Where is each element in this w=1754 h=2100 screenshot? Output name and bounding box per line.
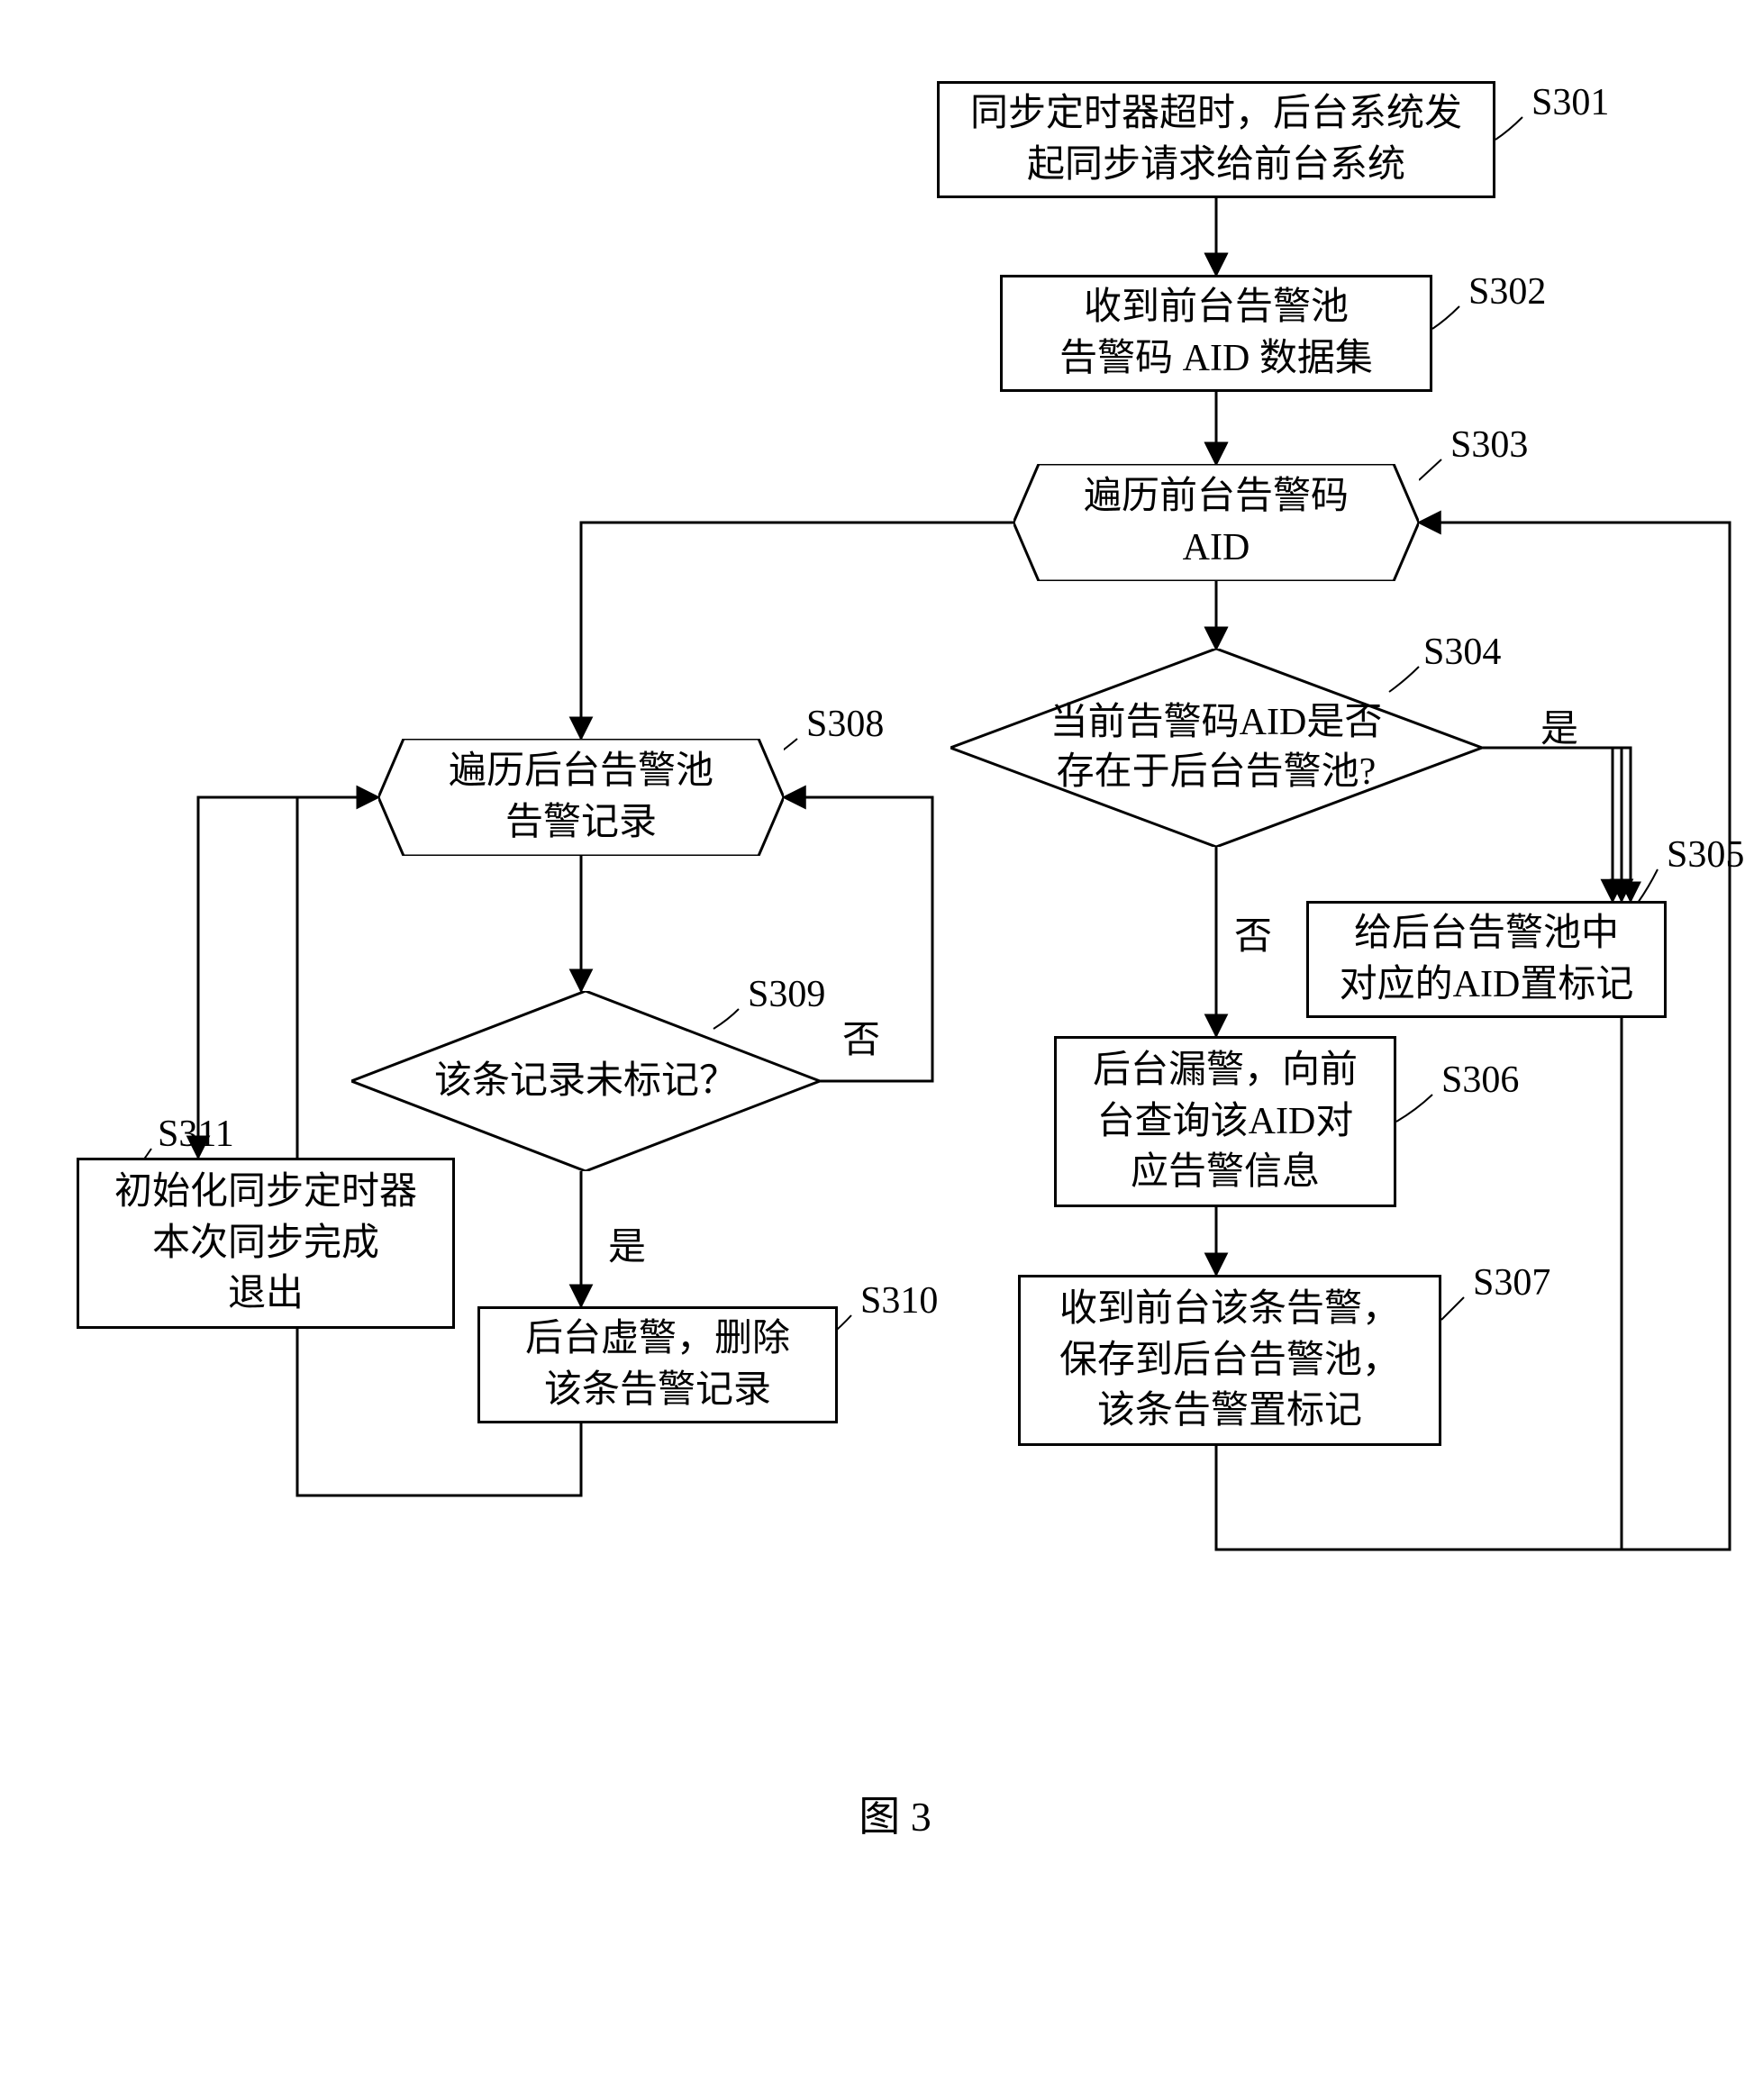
node-s306: 后台漏警，向前台查询该AID对应告警信息 <box>1054 1036 1396 1207</box>
label-yes-s309: 是 <box>608 1216 646 1271</box>
node-s306-text: 后台漏警，向前台查询该AID对应告警信息 <box>1093 1045 1358 1198</box>
node-s304-text: 当前告警码AID是否存在于后台告警池? <box>1050 698 1383 796</box>
label-s310: S310 <box>860 1279 938 1323</box>
label-s306: S306 <box>1441 1059 1519 1102</box>
node-s309-text: 该条记录未标记？ <box>434 1057 737 1106</box>
wires-main <box>18 18 1754 2082</box>
node-s310-text: 后台虚警，删除该条告警记录 <box>525 1314 790 1415</box>
label-s307: S307 <box>1473 1261 1550 1305</box>
label-s304: S304 <box>1423 631 1501 674</box>
flow-wires <box>18 18 1754 2082</box>
node-s311-text: 初始化同步定时器本次同步完成退出 <box>114 1167 417 1320</box>
node-s303-text: 遍历前台告警码AID <box>1084 471 1349 573</box>
label-s311: S311 <box>158 1113 234 1156</box>
node-s310: 后台虚警，删除该条告警记录 <box>477 1306 838 1423</box>
label-s302: S302 <box>1468 270 1546 314</box>
label-s301: S301 <box>1531 81 1609 124</box>
label-yes-s304: 是 <box>1540 698 1578 753</box>
label-no-s309: 否 <box>842 1009 880 1064</box>
node-s302-text: 收到前台告警池告警码 AID 数据集 <box>1059 282 1373 384</box>
node-s311: 初始化同步定时器本次同步完成退出 <box>77 1158 455 1329</box>
label-s309: S309 <box>748 973 825 1016</box>
node-s305: 给后台告警池中对应的AID置标记 <box>1306 901 1667 1018</box>
label-no-s304: 否 <box>1234 905 1272 960</box>
node-s301-text: 同步定时器超时，后台系统发起同步请求给前台系统 <box>970 88 1462 190</box>
label-s305: S305 <box>1667 833 1744 877</box>
flowchart-canvas: 同步定时器超时，后台系统发起同步请求给前台系统 收到前台告警池告警码 AID 数… <box>18 18 1754 2082</box>
figure-caption: 图 3 <box>18 1784 1754 1843</box>
node-s308: 遍历后台告警池告警记录 <box>378 739 784 856</box>
label-s308: S308 <box>806 703 884 746</box>
node-s305-text: 给后台告警池中对应的AID置标记 <box>1340 908 1634 1010</box>
node-s307-text: 收到前台该条告警，保存到后台告警池，该条告警置标记 <box>1059 1284 1400 1437</box>
node-s303: 遍历前台告警码AID <box>1013 464 1419 581</box>
node-s309: 该条记录未标记？ <box>351 991 820 1171</box>
node-s308-text: 遍历后台告警池告警记录 <box>449 746 713 848</box>
flow-arrows <box>18 18 1754 2082</box>
node-s302: 收到前台告警池告警码 AID 数据集 <box>1000 275 1432 392</box>
label-s303: S303 <box>1450 423 1528 467</box>
node-s304: 当前告警码AID是否存在于后台告警池? <box>950 649 1482 847</box>
node-s307: 收到前台该条告警，保存到后台告警池，该条告警置标记 <box>1018 1275 1441 1446</box>
node-s301: 同步定时器超时，后台系统发起同步请求给前台系统 <box>937 81 1495 198</box>
